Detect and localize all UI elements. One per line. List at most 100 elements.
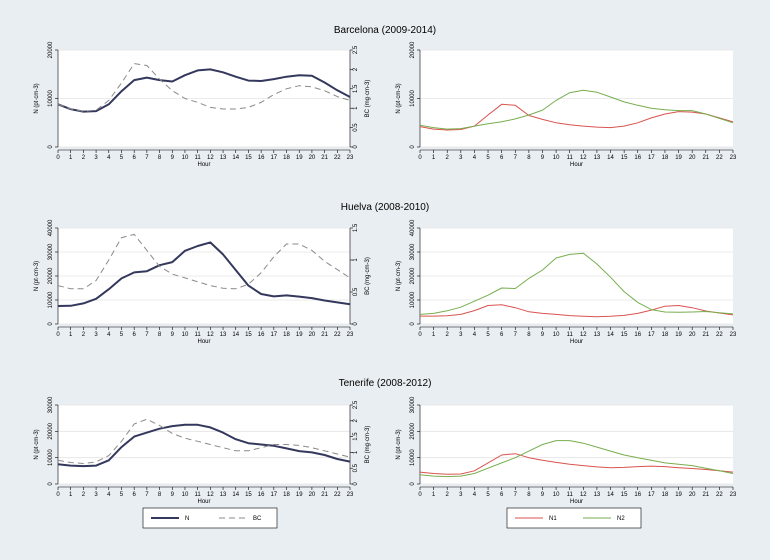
x-tick-label: 21 xyxy=(321,332,328,338)
y-tick-label: 0 xyxy=(410,322,416,326)
x-tick-label: 0 xyxy=(418,155,422,161)
series-line-n1 xyxy=(420,304,734,318)
plot-area xyxy=(58,405,350,484)
y-axis-label: N (pt·cm-3) xyxy=(396,83,402,113)
x-axis-label: Hour xyxy=(570,499,583,505)
y2-tick-label: 2.5 xyxy=(353,45,359,54)
series-line-n xyxy=(57,241,351,307)
x-tick-label: 6 xyxy=(500,155,504,161)
x-tick-label: 6 xyxy=(133,155,137,161)
x-tick-label: 12 xyxy=(580,332,587,338)
x-tick-label: 18 xyxy=(662,492,669,498)
x-tick-label: 6 xyxy=(133,492,137,498)
x-tick-label: 10 xyxy=(182,332,189,338)
series-line-n2 xyxy=(419,89,734,130)
x-tick-label: 18 xyxy=(662,155,669,161)
y-tick-label: 20000 xyxy=(48,267,54,284)
x-axis-label: Hour xyxy=(570,162,583,168)
series-line-n xyxy=(57,68,351,113)
x-tick-label: 19 xyxy=(675,155,682,161)
x-tick-label: 1 xyxy=(69,332,73,338)
x-tick-label: 9 xyxy=(171,155,175,161)
chart-title: Barcelona (2009-2014) xyxy=(334,25,436,36)
x-tick-label: 7 xyxy=(514,332,518,338)
x-tick-label: 22 xyxy=(716,492,723,498)
x-tick-label: 4 xyxy=(107,332,111,338)
y-tick-label: 30000 xyxy=(48,396,54,413)
x-tick-label: 20 xyxy=(309,155,316,161)
x-tick-label: 17 xyxy=(270,492,277,498)
y-tick-label: 30000 xyxy=(410,396,416,413)
x-tick-label: 15 xyxy=(245,332,252,338)
x-tick-label: 5 xyxy=(486,492,490,498)
y-tick-label: 30000 xyxy=(410,243,416,260)
x-tick-label: 10 xyxy=(553,332,560,338)
y2-tick-label: 2.5 xyxy=(353,400,359,409)
x-tick-label: 18 xyxy=(662,332,669,338)
x-tick-label: 7 xyxy=(514,155,518,161)
x-tick-label: 8 xyxy=(527,492,531,498)
x-tick-label: 22 xyxy=(334,492,341,498)
x-tick-label: 10 xyxy=(182,155,189,161)
x-tick-label: 12 xyxy=(580,492,587,498)
y-tick-label: 20000 xyxy=(410,41,416,58)
x-tick-label: 5 xyxy=(120,155,124,161)
chart-panel-3: Huelva (2008-2010)010000200003000040000N… xyxy=(34,202,429,345)
x-tick-label: 16 xyxy=(258,155,265,161)
x-tick-label: 23 xyxy=(730,492,737,498)
x-tick-label: 5 xyxy=(120,332,124,338)
y2-tick-label: 1.5 xyxy=(353,223,359,232)
legend-2: N1 N2 xyxy=(506,507,642,529)
x-tick-label: 5 xyxy=(120,492,124,498)
x-axis-label: Hour xyxy=(197,339,210,345)
x-tick-label: 23 xyxy=(347,492,354,498)
y-tick-label: 40000 xyxy=(48,219,54,236)
y-tick-label: 10000 xyxy=(48,291,54,308)
x-tick-label: 11 xyxy=(567,155,574,161)
y-tick-label: 20000 xyxy=(48,41,54,58)
x-tick-label: 17 xyxy=(270,155,277,161)
x-tick-label: 9 xyxy=(541,155,545,161)
y2-tick-label: 0.5 xyxy=(353,463,359,472)
chart-title: Huelva (2008-2010) xyxy=(341,202,429,213)
x-tick-label: 16 xyxy=(634,155,641,161)
series-line-n2 xyxy=(419,440,734,478)
x-tick-label: 8 xyxy=(158,492,162,498)
y2-tick-label: 0.5 xyxy=(353,287,359,296)
x-tick-label: 14 xyxy=(607,492,614,498)
x-tick-label: 7 xyxy=(145,492,149,498)
x-tick-label: 5 xyxy=(486,332,490,338)
x-tick-label: 23 xyxy=(730,332,737,338)
x-tick-label: 18 xyxy=(283,155,290,161)
x-tick-label: 13 xyxy=(220,492,227,498)
y2-tick-label: 0 xyxy=(353,322,359,326)
x-tick-label: 6 xyxy=(500,492,504,498)
x-tick-label: 14 xyxy=(607,332,614,338)
x-tick-label: 21 xyxy=(702,492,709,498)
x-tick-label: 21 xyxy=(702,155,709,161)
x-tick-label: 17 xyxy=(648,492,655,498)
x-tick-label: 12 xyxy=(207,155,214,161)
x-tick-label: 22 xyxy=(334,332,341,338)
series-line-bc xyxy=(57,63,351,112)
x-tick-label: 11 xyxy=(195,332,202,338)
x-tick-label: 16 xyxy=(258,492,265,498)
x-tick-label: 3 xyxy=(459,492,463,498)
x-tick-label: 14 xyxy=(232,492,239,498)
series-line-bc xyxy=(57,233,351,290)
x-tick-label: 18 xyxy=(283,332,290,338)
chart-title: Tenerife (2008-2012) xyxy=(339,378,432,389)
legend-label: N2 xyxy=(617,516,625,522)
x-tick-label: 21 xyxy=(702,332,709,338)
x-tick-label: 1 xyxy=(69,155,73,161)
x-tick-label: 1 xyxy=(69,492,73,498)
y-tick-label: 10000 xyxy=(410,449,416,466)
x-tick-label: 2 xyxy=(446,492,450,498)
x-tick-label: 17 xyxy=(270,332,277,338)
legend-label: N1 xyxy=(549,516,557,522)
x-tick-label: 19 xyxy=(296,492,303,498)
x-tick-label: 4 xyxy=(107,155,111,161)
